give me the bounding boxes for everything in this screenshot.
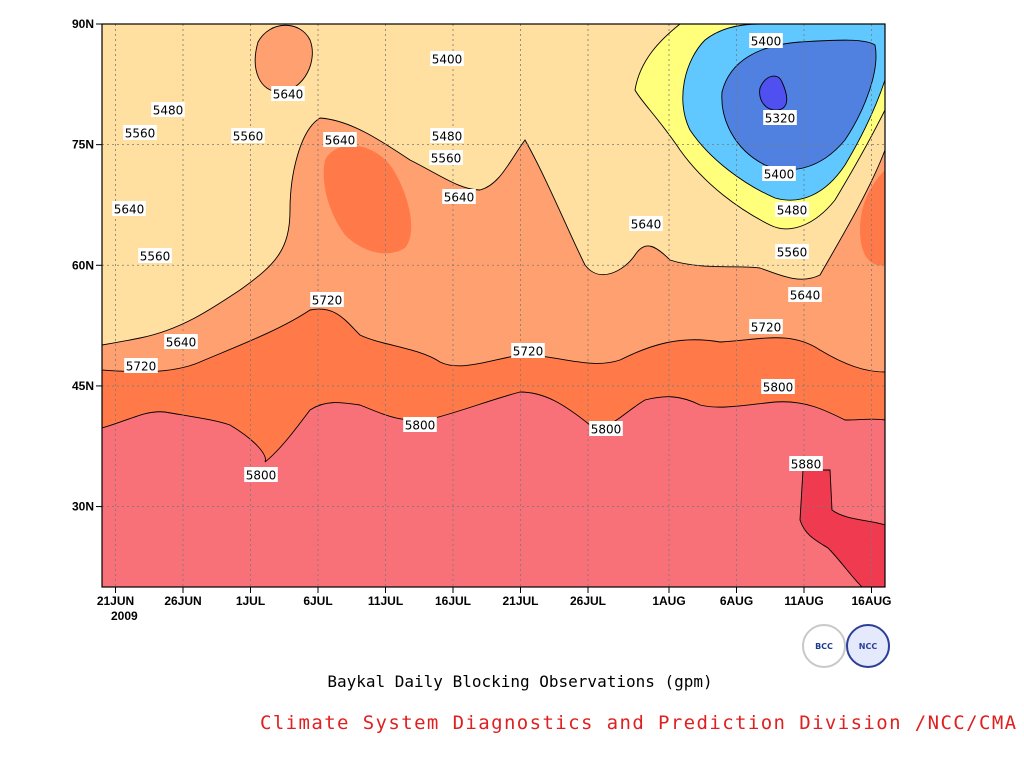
contour-label-bg: [430, 128, 464, 143]
contour-label: 5800: [405, 419, 436, 433]
contour-label: 5880: [791, 458, 822, 472]
x-tick-label: 21JUL: [502, 594, 538, 608]
contour-label-bg: [244, 467, 278, 482]
x-tick-label: 26JUL: [570, 594, 606, 608]
contour-label-bg: [310, 292, 344, 307]
x-tick-label: 11JUL: [368, 594, 403, 608]
contour-label: 5720: [513, 345, 544, 359]
x-tick-label: 11AUG: [784, 594, 823, 608]
contour-label: 5640: [273, 88, 304, 102]
contour-label-bg: [124, 358, 158, 373]
contour-label: 5720: [312, 294, 343, 308]
contour-label: 5800: [246, 469, 277, 483]
contour-label: 5400: [764, 168, 795, 182]
x-axis: 21JUN 26JUN 1JUL 6JUL 11JUL 16JUL 21JUL 26JUL 1A…: [97, 587, 892, 608]
grid-lines: [102, 24, 885, 587]
x-tick-label: 6JUL: [303, 594, 332, 608]
contour-label: 5400: [432, 53, 463, 67]
x-tick-label: 1JUL: [236, 594, 265, 608]
contour-label-bg: [763, 110, 797, 125]
bcc-logo: BCC: [802, 624, 846, 668]
x-tick-label: 16AUG: [851, 594, 891, 608]
contour-label: 5560: [777, 246, 808, 260]
band-5720-5800: [323, 145, 412, 254]
contour-label: 5560: [125, 127, 156, 141]
contour-label: 5560: [233, 130, 264, 144]
contour-label-bg: [323, 132, 357, 147]
year-label: 2009: [111, 609, 138, 623]
contour-label: 5640: [325, 134, 356, 148]
contour-label-bg: [442, 189, 476, 204]
contour-label: 5800: [591, 423, 622, 437]
contour-label-bg: [749, 319, 783, 334]
contour-label: 5720: [126, 360, 157, 374]
y-tick-label: 45N: [72, 379, 94, 393]
contour-label-bg: [430, 51, 464, 66]
contour-label-bg: [788, 287, 822, 302]
contour-label: 5480: [153, 104, 184, 118]
contour-label: 5800: [763, 381, 794, 395]
contour-label: 5560: [431, 152, 462, 166]
contour-label: 5480: [777, 204, 808, 218]
y-axis: 90N 75N 60N 45N 30N: [72, 17, 102, 514]
contour-labels: 5400 5480 5560 5640 5640 5560 5640 5720 5720 5800…: [112, 33, 823, 483]
contour-label-bg: [762, 166, 796, 181]
bcc-logo-text: BCC: [815, 641, 833, 651]
contour-label-bg: [271, 86, 305, 101]
x-tick-label: 1AUG: [652, 594, 685, 608]
y-tick-label: 30N: [72, 500, 94, 514]
contour-label: 5640: [444, 191, 475, 205]
contour-label-bg: [775, 202, 809, 217]
contour-label: 5640: [631, 218, 662, 232]
contour-label-bg: [123, 125, 157, 140]
contour-label-bg: [511, 343, 545, 358]
contour-label-bg: [775, 244, 809, 259]
contour-label: 5640: [166, 336, 197, 350]
ncc-logo-text: NCC: [858, 641, 878, 651]
y-tick-label: 90N: [72, 17, 94, 31]
contour-label-bg: [151, 102, 185, 117]
contour-label: 5480: [432, 130, 463, 144]
y-tick-label: 75N: [72, 138, 94, 152]
contour-label: 5400: [751, 35, 782, 49]
contour-label-bg: [231, 128, 265, 143]
ncc-logo: NCC: [846, 624, 890, 668]
band-5720-5800: [860, 170, 885, 266]
contour-label-bg: [164, 334, 198, 349]
x-tick-label: 6AUG: [720, 594, 753, 608]
contour-label-bg: [112, 201, 146, 216]
contour-label-bg: [789, 456, 823, 471]
contour-label: 5640: [790, 289, 821, 303]
x-tick-label: 26JUN: [164, 594, 201, 608]
plot-frame: [101, 23, 886, 588]
y-tick-label: 60N: [72, 258, 94, 272]
x-tick-label: 16JUL: [435, 594, 471, 608]
contour-label: 5640: [114, 203, 145, 217]
contour-label-bg: [403, 417, 437, 432]
contour-label-bg: [589, 421, 623, 436]
contour-label-bg: [749, 33, 783, 48]
contour-label: 5560: [140, 250, 171, 264]
chart-caption: Baykal Daily Blocking Observations (gpm): [327, 672, 713, 691]
contour-label: 5320: [765, 112, 796, 126]
contour-label: 5720: [751, 321, 782, 335]
x-tick-label: 21JUN: [97, 594, 134, 608]
contour-label-bg: [138, 248, 172, 263]
contour-label-bg: [629, 216, 663, 231]
contour-label-bg: [429, 150, 463, 165]
contour-label-bg: [761, 379, 795, 394]
credit-line: Climate System Diagnostics and Predictio…: [260, 712, 1018, 734]
